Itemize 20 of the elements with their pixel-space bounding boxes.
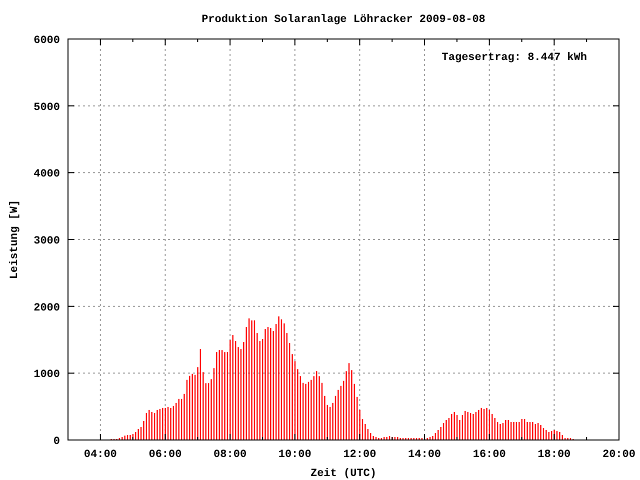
y-tick-label: 5000 xyxy=(34,102,60,114)
x-axis-title: Zeit (UTC) xyxy=(310,468,377,480)
y-tick-label: 3000 xyxy=(34,236,60,248)
x-tick-label: 16:00 xyxy=(472,449,506,461)
annotation: Tagesertrag: 8.447 kWh xyxy=(442,52,587,64)
chart-title: Produktion Solaranlage Löhracker 2009-08-08 xyxy=(202,14,486,26)
x-tick-label: 10:00 xyxy=(278,449,312,461)
x-tick-label: 04:00 xyxy=(84,449,117,461)
y-tick-label: 4000 xyxy=(34,168,60,181)
x-tick-label: 18:00 xyxy=(538,449,571,461)
x-tick-label: 20:00 xyxy=(602,449,636,461)
y-axis-title: Leistung [W] xyxy=(9,200,21,280)
x-tick-label: 12:00 xyxy=(343,449,376,461)
y-tick-label: 2000 xyxy=(34,302,60,314)
y-tick-label: 1000 xyxy=(34,369,60,382)
y-tick-label: 6000 xyxy=(34,35,60,47)
x-tick-label: 14:00 xyxy=(408,449,442,461)
x-tick-label: 06:00 xyxy=(148,449,182,461)
x-tick-label: 08:00 xyxy=(214,449,247,461)
y-tick-label: 0 xyxy=(53,436,60,448)
